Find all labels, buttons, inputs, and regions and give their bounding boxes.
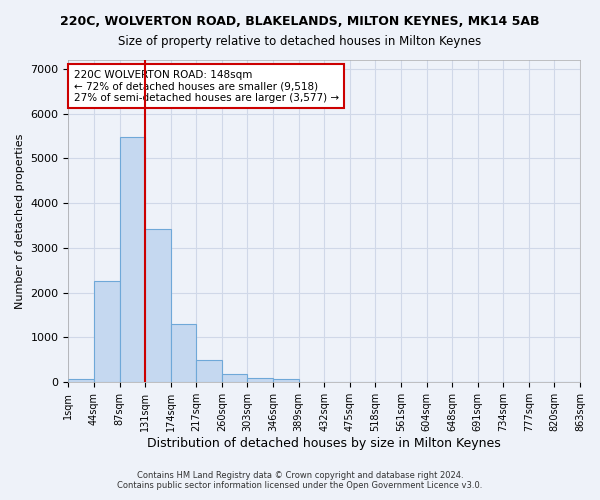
Bar — [247, 378, 273, 382]
Text: Contains HM Land Registry data © Crown copyright and database right 2024.
Contai: Contains HM Land Registry data © Crown c… — [118, 470, 482, 490]
Y-axis label: Number of detached properties: Number of detached properties — [15, 134, 25, 309]
X-axis label: Distribution of detached houses by size in Milton Keynes: Distribution of detached houses by size … — [148, 437, 501, 450]
Bar — [119, 137, 145, 382]
Text: 220C, WOLVERTON ROAD, BLAKELANDS, MILTON KEYNES, MK14 5AB: 220C, WOLVERTON ROAD, BLAKELANDS, MILTON… — [60, 15, 540, 28]
Text: Size of property relative to detached houses in Milton Keynes: Size of property relative to detached ho… — [118, 35, 482, 48]
Bar — [222, 374, 247, 382]
Text: 220C WOLVERTON ROAD: 148sqm
← 72% of detached houses are smaller (9,518)
27% of : 220C WOLVERTON ROAD: 148sqm ← 72% of det… — [74, 70, 338, 103]
Bar — [196, 360, 222, 382]
Bar — [273, 380, 299, 382]
Bar — [68, 379, 94, 382]
Bar — [171, 324, 196, 382]
Bar — [94, 280, 119, 382]
Bar — [145, 229, 171, 382]
